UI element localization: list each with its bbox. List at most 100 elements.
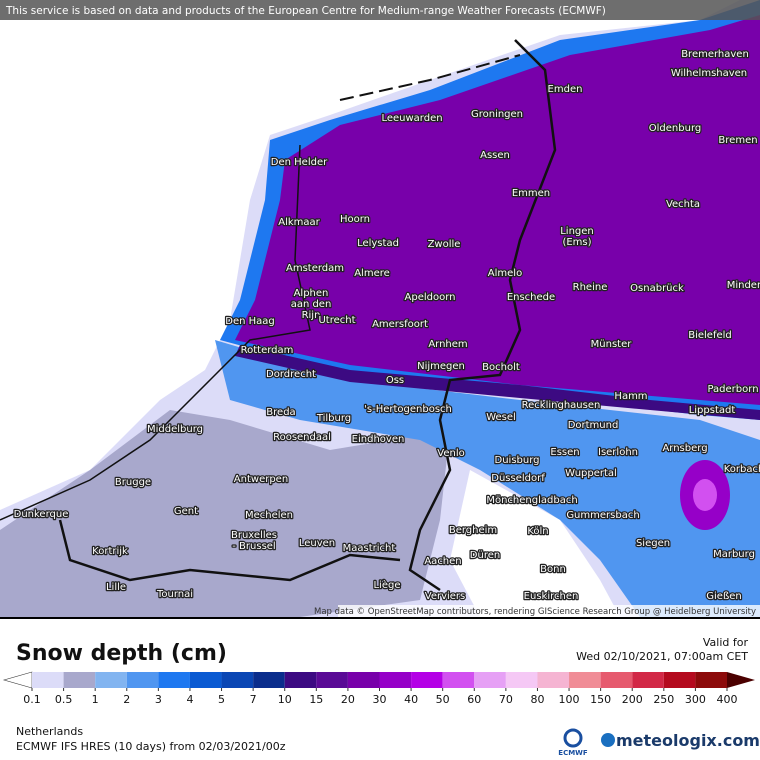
area-peak-inner	[693, 479, 717, 511]
city-label: Iserlohn	[598, 447, 638, 458]
city-label: Siegen	[636, 538, 670, 549]
city-label: Oldenburg	[649, 123, 701, 134]
city-label: Hamm	[614, 391, 647, 402]
city-label: Wesel	[486, 412, 516, 423]
colorbar-segment	[189, 672, 222, 688]
city-label: Emmen	[512, 188, 550, 199]
coastline	[0, 144, 311, 521]
city-label-line: Korbach	[724, 464, 760, 475]
city-label-line: Münster	[591, 339, 633, 350]
city-label: Osnabrück	[630, 283, 684, 294]
colorbar: 0.1 0.5 1 2 3 4 5 7 10 15 20 30 40 50 60 70 80 100 150 200 2…	[2, 671, 755, 706]
city-label-line: Marburg	[713, 549, 755, 560]
city-label: Arnsberg	[662, 443, 707, 454]
colorbar-tick-label: 80	[530, 693, 544, 706]
city-label-line: Leuven	[299, 538, 335, 549]
colorbar-tick-label: 0.1	[23, 693, 41, 706]
colorbar-tick-label: 30	[373, 693, 387, 706]
city-label-line: Bremen	[718, 135, 757, 146]
city-label: Kortrijk	[92, 546, 128, 557]
city-label-line: Antwerpen	[234, 474, 288, 485]
city-label: Bocholt	[482, 362, 520, 373]
city-label-line: Amersfoort	[372, 319, 428, 330]
city-label: Bielefeld	[688, 330, 732, 341]
city-label-line: Emden	[548, 84, 583, 95]
city-label-line: Essen	[550, 447, 579, 458]
city-label: Lippstadt	[689, 405, 736, 416]
city-label-line: Bocholt	[482, 362, 520, 373]
city-label: Bergheim	[449, 525, 497, 536]
city-label: Rotterdam	[241, 345, 294, 356]
colorbar-tick-label: 20	[341, 693, 355, 706]
colorbar-segment	[95, 672, 127, 688]
city-label-line: Iserlohn	[598, 447, 638, 458]
city-label-line: Eindhoven	[352, 434, 405, 445]
city-label-line: Lippstadt	[689, 405, 736, 416]
city-label-line: Gießen	[706, 591, 741, 602]
area-blue	[215, 340, 760, 617]
city-label-line: Oss	[386, 375, 404, 386]
map: Bremerhaven Wilhelmshaven Emden Leeuwarden G…	[0, 0, 760, 617]
city-label-line: Minden	[727, 280, 760, 291]
colorbar-tick-label: 1	[92, 693, 99, 706]
area-dark	[235, 345, 760, 420]
city-label-line: Siegen	[636, 538, 670, 549]
city-label: Wuppertal	[565, 468, 617, 479]
city-label: Duisburg	[495, 455, 540, 466]
city-label-line: Brugge	[115, 477, 151, 488]
city-label-line: Lelystad	[357, 238, 399, 249]
attribution: Map data © OpenStreetMap contributors, r…	[314, 607, 756, 617]
city-label-line: Middelburg	[147, 424, 203, 435]
city-label: Den Haag	[225, 316, 275, 327]
city-label-line: Osnabrück	[630, 283, 684, 294]
city-label-line: Rotterdam	[241, 345, 294, 356]
brand: meteologix.com	[616, 731, 760, 750]
city-label: Nijmegen	[417, 361, 465, 372]
city-label: Roosendaal	[273, 432, 331, 443]
city-label-line: Utrecht	[318, 315, 355, 326]
city-label: Marburg	[713, 549, 755, 560]
colorbar-tick-label: 200	[622, 693, 643, 706]
colorbar-tick-label: 100	[559, 693, 580, 706]
city-label: Hoorn	[340, 214, 370, 225]
city-label-line: Tilburg	[316, 413, 351, 424]
city-label: Bonn	[540, 564, 566, 575]
city-label: Recklinghausen	[522, 400, 601, 411]
colorbar-tick-label: 70	[499, 693, 513, 706]
city-label-line: Wesel	[486, 412, 516, 423]
city-label: Zwolle	[428, 239, 461, 250]
city-label: Essen	[550, 447, 579, 458]
city-label: Enschede	[507, 292, 555, 303]
city-label-line: Alkmaar	[278, 217, 320, 228]
city-labels: Bremerhaven Wilhelmshaven Emden Leeuwarden G…	[12, 48, 760, 604]
city-label-line: Hamm	[614, 391, 647, 402]
valid-time: Wed 02/10/2021, 07:00am CET	[576, 650, 748, 663]
city-label: Gent	[174, 506, 198, 517]
city-label-line: (Ems)	[562, 237, 591, 248]
colorbar-tick-label: 50	[436, 693, 450, 706]
colorbar-segment	[32, 672, 64, 688]
city-label-line: Düsseldorf	[491, 473, 545, 484]
city-label: Verviers	[425, 591, 466, 602]
colorbar-segment	[221, 672, 254, 688]
model: ECMWF IFS HRES (10 days) from 02/03/2021…	[16, 740, 286, 753]
city-label: Münster	[591, 339, 633, 350]
city-label-line: Amsterdam	[286, 263, 344, 274]
city-label-line: Bonn	[540, 564, 566, 575]
city-label-line: Dordrecht	[266, 369, 316, 380]
city-label: Leuven	[299, 538, 335, 549]
city-label: Paderborn	[707, 384, 758, 395]
colorbar-segment	[63, 672, 96, 688]
city-label: Gummersbach	[566, 510, 639, 521]
colorbar-segment	[663, 672, 696, 688]
city-label: Utrecht	[318, 315, 355, 326]
city-label-line: Maastricht	[343, 543, 396, 554]
city-label: Düren	[470, 550, 500, 561]
region: Netherlands	[16, 725, 83, 738]
city-label-line: Lille	[106, 582, 126, 593]
city-label-line: Rheine	[573, 282, 608, 293]
colorbar-tick-label: 3	[155, 693, 162, 706]
colorbar-tick-label: 2	[123, 693, 130, 706]
